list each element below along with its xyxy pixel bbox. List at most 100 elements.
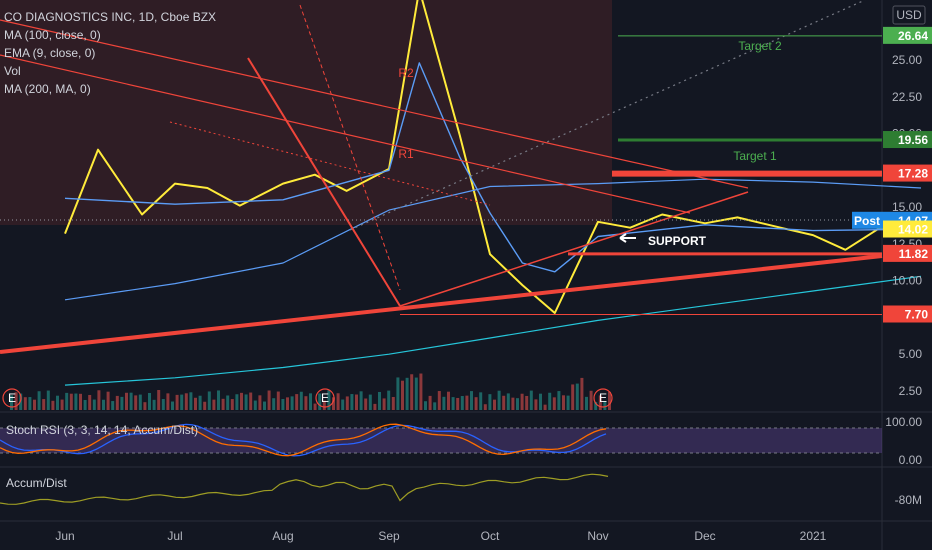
volume-bar: [69, 393, 73, 410]
volume-bar: [184, 393, 188, 410]
volume-bar: [442, 396, 446, 410]
volume-bar: [180, 394, 184, 410]
volume-bar: [603, 401, 607, 410]
volume-bar: [539, 393, 542, 410]
volume-bar: [240, 392, 243, 410]
volume-bar: [419, 373, 423, 410]
volume-bar: [378, 391, 381, 410]
resistance-zone: [0, 0, 612, 225]
volume-bar: [465, 395, 469, 410]
volume-bar: [212, 399, 216, 410]
volume-bar: [23, 397, 27, 410]
y-tick-label: 10.00: [892, 274, 922, 288]
accum-tick-label: -80M: [895, 493, 922, 507]
volume-bar: [217, 390, 220, 410]
earnings-marker-label: E: [321, 391, 329, 405]
y-tick-label: 15.00: [892, 200, 922, 214]
volume-bar: [336, 393, 340, 410]
accum-dist-label[interactable]: Accum/Dist: [6, 476, 67, 490]
volume-bar: [368, 394, 372, 410]
volume-bar: [355, 394, 358, 410]
volume-bar: [598, 395, 602, 410]
dashed-drop-line: [299, 4, 401, 291]
stoch-d-line: [0, 423, 607, 457]
currency-label: USD: [896, 8, 922, 22]
target2-label: Target 2: [738, 39, 782, 53]
volume-bar: [106, 391, 110, 410]
price-tag-label: 17.28: [898, 167, 928, 181]
volume-bar: [428, 395, 432, 410]
stoch-rsi-label[interactable]: Stoch RSI (3, 3, 14, 14, Accum/Dist): [6, 423, 199, 437]
volume-bar: [571, 384, 575, 410]
volume-bar: [405, 377, 409, 410]
volume-bar: [171, 401, 174, 410]
volume-bar: [424, 401, 427, 410]
volume-bar: [79, 393, 82, 410]
volume-bar: [479, 392, 483, 410]
volume-bar: [345, 396, 349, 410]
y-tick-label: 25.00: [892, 53, 922, 67]
volume-bar: [267, 390, 271, 410]
y-tick-label: 5.00: [899, 347, 923, 361]
indicator-ma200[interactable]: MA (200, MA, 0): [4, 82, 91, 96]
major-support-trendline: [0, 254, 883, 354]
volume-bar: [594, 401, 598, 410]
volume-bar: [175, 394, 179, 410]
volume-bar: [221, 398, 225, 410]
volume-bar: [309, 393, 312, 410]
x-tick-label: Sep: [378, 529, 400, 543]
volume-bar: [396, 377, 400, 410]
volume-bar: [102, 399, 105, 410]
volume-bar: [391, 396, 395, 410]
support-arrow-icon: [619, 233, 636, 243]
volume-bar: [304, 396, 308, 410]
volume-bar: [295, 394, 299, 410]
earnings-marker-label: E: [599, 391, 607, 405]
volume-bar: [470, 391, 473, 410]
volume-bar: [364, 398, 368, 410]
volume-bar: [447, 391, 450, 410]
x-tick-label: Nov: [587, 529, 608, 543]
volume-bar: [226, 395, 230, 410]
volume-bar: [566, 395, 570, 410]
volume-bar: [166, 393, 170, 410]
x-tick-label: Dec: [694, 529, 715, 543]
r2-label: R2: [398, 66, 414, 80]
earnings-marker-icon: [315, 388, 335, 408]
volume-bar: [410, 374, 414, 410]
volume-bar: [327, 390, 331, 410]
volume-bar: [60, 399, 64, 410]
indicator-ma100[interactable]: MA (100, close, 0): [4, 28, 101, 42]
volume-bar: [502, 395, 506, 410]
volume-bar: [14, 392, 18, 410]
volume-bar: [290, 396, 294, 410]
volume-bar: [194, 397, 197, 410]
symbol-title[interactable]: CO DIAGNOSTICS INC, 1D, Cboe BZX: [4, 10, 217, 24]
volume-bar: [203, 401, 207, 410]
volume-bar: [111, 401, 115, 410]
volume-bar: [506, 393, 510, 410]
price-tag: [883, 131, 932, 149]
price-tag-label: 11.82: [899, 247, 929, 261]
volume-bar: [46, 390, 50, 410]
post-tag-label: Post: [854, 214, 880, 228]
volume-bar: [516, 398, 519, 410]
indicator-ema9[interactable]: EMA (9, close, 0): [4, 46, 96, 60]
x-tick-label: Jun: [55, 529, 74, 543]
currency-box: [892, 5, 926, 25]
x-tick-label: Jul: [167, 529, 182, 543]
target1-label: Target 1: [733, 149, 777, 163]
volume-bar: [143, 402, 147, 410]
volume-bar: [286, 397, 289, 410]
volume-bar: [134, 395, 138, 410]
volume-bar: [10, 395, 13, 410]
volume-bar: [263, 401, 266, 410]
volume-bar: [456, 397, 460, 410]
volume-bar: [33, 399, 36, 410]
indicator-volume[interactable]: Vol: [4, 64, 21, 78]
accum-dist-line: [0, 473, 609, 505]
volume-bar: [152, 399, 156, 410]
x-tick-label: Oct: [481, 529, 500, 543]
price-tag: [883, 244, 932, 262]
